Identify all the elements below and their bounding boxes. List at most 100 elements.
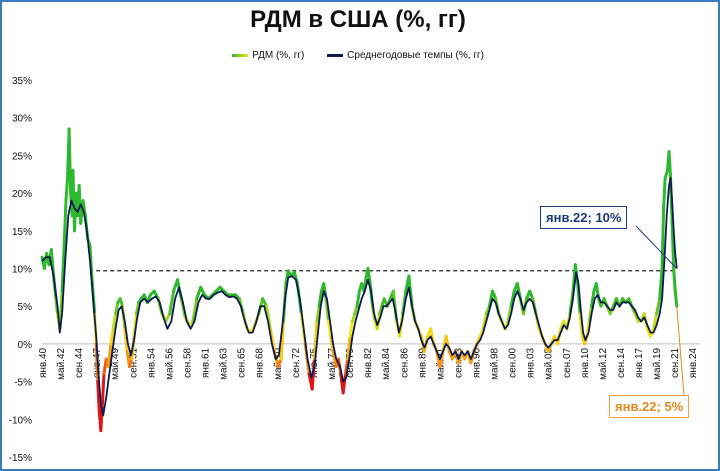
legend-swatch-avg: [327, 53, 344, 57]
rdm-series-segment: [64, 176, 70, 203]
rdm-series-segment: [60, 236, 66, 293]
x-tick-label: янв.89: [417, 347, 428, 378]
x-tick-label: сен.65: [237, 347, 248, 377]
rdm-series-segment: [279, 319, 286, 361]
x-tick-label: сен.14: [616, 347, 627, 377]
y-tick-label: 20%: [12, 189, 32, 200]
y-tick-label: 0%: [18, 340, 33, 351]
y-tick-label: 30%: [12, 114, 32, 125]
x-tick-label: май.63: [219, 347, 230, 379]
x-tick-label: янв.68: [255, 347, 266, 378]
y-tick-label: 35%: [12, 76, 32, 87]
annotation-rdm: янв.22; 5%: [609, 395, 690, 418]
x-tick-label: май.77: [327, 347, 338, 379]
rdm-series-segment: [652, 312, 659, 331]
legend-swatch-rdm: [232, 53, 249, 57]
x-tick-label: сен.51: [128, 347, 139, 377]
average-series-line: [41, 177, 678, 417]
annotation-rdm-leader: [676, 306, 685, 397]
x-tick-label: сен.21: [670, 347, 681, 377]
rdm-series-segment: [67, 127, 73, 195]
rdm-series-segment: [134, 300, 141, 316]
x-tick-label: май.49: [110, 347, 121, 379]
x-tick-label: сен.58: [183, 347, 194, 377]
y-tick-label: 5%: [18, 302, 33, 313]
x-tick-label: янв.40: [38, 347, 49, 378]
rdm-series-segment: [673, 289, 679, 308]
x-tick-label: май.42: [56, 347, 67, 379]
rdm-series-segment: [264, 304, 272, 331]
x-tick-label: янв.03: [526, 347, 537, 378]
rdm-series-segment: [111, 312, 118, 331]
rdm-series-segment: [444, 334, 451, 353]
rdm-series-segment: [346, 334, 352, 361]
rdm-series-segment: [343, 357, 350, 376]
rdm-series-segment: [315, 304, 321, 323]
rdm-series-segment: [109, 327, 115, 346]
rdm-series-segment: [123, 327, 129, 353]
x-tick-label: янв.24: [688, 347, 699, 378]
rdm-series-segment: [670, 221, 676, 270]
x-tick-label: янв.61: [201, 347, 212, 378]
rdm-series-segment: [100, 372, 106, 406]
rdm-series-segment: [317, 289, 323, 308]
annotation-average: янв.22; 10%: [540, 206, 628, 229]
rdm-series-segment: [658, 267, 664, 301]
x-tick-label: янв.54: [146, 347, 157, 378]
legend-item-rdm: РДМ (%, гг): [232, 50, 304, 61]
x-tick-label: май.19: [652, 347, 663, 379]
rdm-series-segment: [326, 319, 333, 338]
legend-label-rdm: РДМ (%, гг): [252, 50, 305, 61]
rdm-series-segment: [96, 380, 101, 414]
legend: РДМ (%, гг) Среднегодовые темпы (%, гг): [0, 50, 716, 61]
rdm-series-segment: [191, 297, 199, 323]
rdm-series-segment: [366, 267, 372, 286]
rdm-series-segment: [590, 289, 596, 308]
x-tick-label: сен.07: [562, 347, 573, 377]
x-tick-label: сен.44: [74, 347, 85, 377]
x-tick-label: сен.86: [399, 347, 410, 377]
x-tick-label: май.98: [490, 347, 501, 379]
rdm-series-segment: [667, 150, 673, 180]
x-tick-label: май.56: [164, 347, 175, 379]
rdm-series-segment: [341, 372, 347, 395]
rdm-series-segment: [655, 297, 662, 316]
rdm-series-segment: [312, 319, 319, 361]
annotation-average-leader: [635, 225, 678, 269]
rdm-series-segment: [672, 267, 677, 293]
x-tick-label: май.05: [544, 347, 555, 379]
rdm-series-segment: [355, 289, 361, 308]
rdm-series-segment: [506, 304, 513, 323]
rdm-series-segment: [662, 176, 667, 210]
y-tick-label: 25%: [12, 151, 32, 162]
rdm-series-segment: [578, 312, 584, 338]
y-tick-label: -10%: [9, 415, 32, 426]
rdm-series-segment: [324, 297, 330, 323]
x-tick-label: янв.96: [472, 347, 483, 378]
legend-label-avg: Среднегодовые темпы (%, гг): [347, 50, 484, 61]
x-tick-label: янв.10: [580, 347, 591, 378]
rdm-series-segment: [481, 312, 488, 331]
y-tick-label: 15%: [12, 227, 32, 238]
legend-item-avg: Среднегодовые темпы (%, гг): [327, 50, 484, 61]
x-tick-label: янв.82: [363, 347, 374, 378]
rdm-series-segment: [587, 304, 594, 323]
rdm-series-segment: [509, 289, 516, 308]
rdm-series-segment: [362, 274, 368, 293]
y-tick-label: -5%: [14, 378, 32, 389]
x-tick-label: сен.79: [345, 347, 356, 377]
rdm-series-segment: [81, 199, 87, 218]
rdm-series-segment: [114, 300, 120, 316]
x-tick-label: сен.00: [508, 347, 519, 377]
chart-title: РДМ в США (%, гг): [250, 6, 466, 33]
x-tick-label: май.84: [381, 347, 392, 379]
rdm-series-segment: [348, 319, 354, 338]
rdm-series-segment: [107, 342, 113, 369]
x-tick-label: сен.72: [291, 347, 302, 377]
rdm-series-segment: [62, 199, 68, 240]
y-tick-label: -15%: [9, 453, 32, 464]
rdm-series-segment: [329, 334, 335, 353]
x-tick-label: янв.17: [634, 347, 645, 378]
